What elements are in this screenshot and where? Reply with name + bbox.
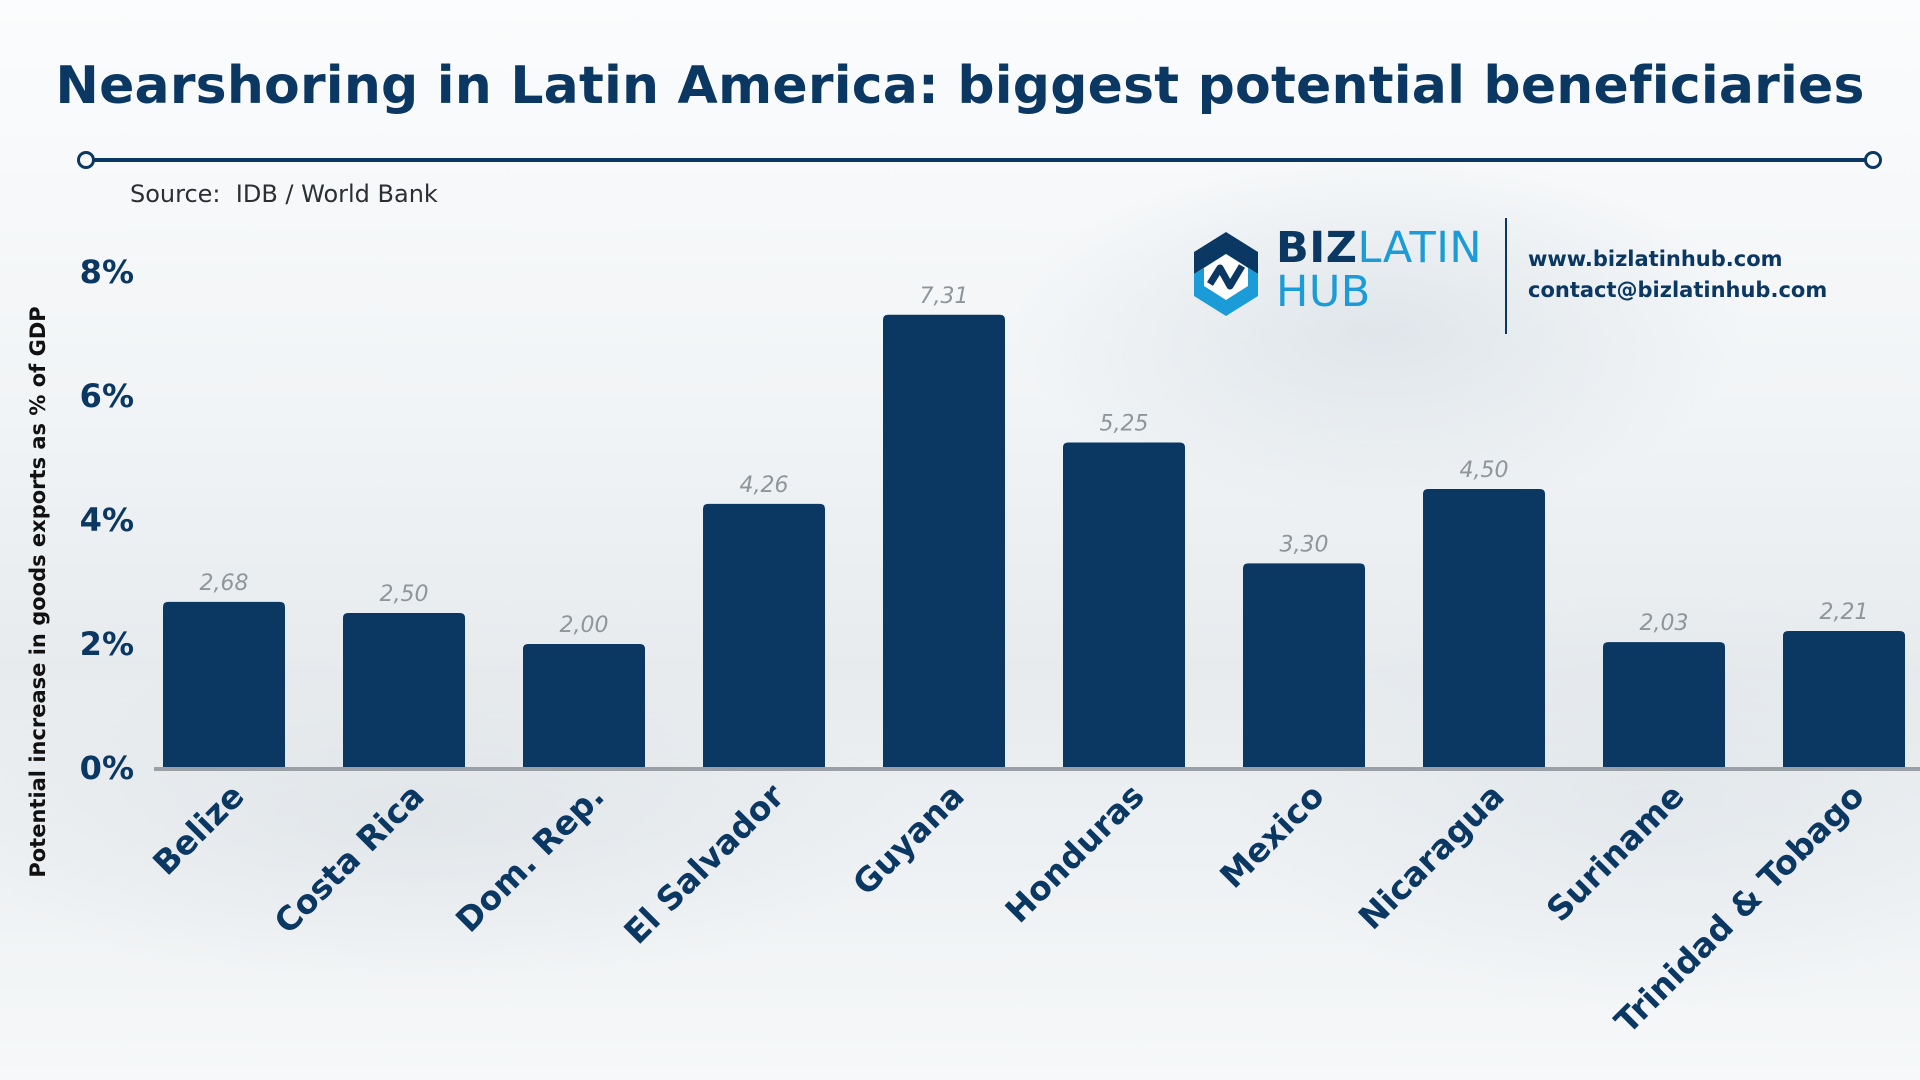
brand-part-latin: LATIN <box>1357 223 1483 273</box>
x-axis-line <box>154 767 1920 771</box>
value-label-9: 2,21 <box>1820 600 1869 625</box>
divider-start-dot <box>77 151 95 169</box>
title-divider <box>84 158 1872 162</box>
bar-6 <box>1243 563 1365 768</box>
website-link[interactable]: www.bizlatinhub.com <box>1528 247 1783 271</box>
value-label-5: 5,25 <box>1100 412 1149 437</box>
category-label-2: Dom. Rep. <box>448 776 612 940</box>
y-tick-label-3: 6% <box>80 377 134 415</box>
brand-divider <box>1505 218 1507 334</box>
value-label-6: 3,30 <box>1280 532 1329 557</box>
category-label-0: Belize <box>145 776 252 883</box>
category-label-3: El Salvador <box>616 776 792 952</box>
y-tick-label-4: 8% <box>80 253 134 291</box>
page-title: Nearshoring in Latin America: biggest po… <box>55 56 1865 116</box>
category-label-5: Honduras <box>997 776 1151 930</box>
value-label-3: 4,26 <box>740 473 789 498</box>
category-label-4: Guyana <box>845 776 972 903</box>
bar-3 <box>703 503 825 768</box>
category-label-1: Costa Rica <box>266 776 431 941</box>
value-label-7: 4,50 <box>1460 458 1509 483</box>
brand-part-hub: HUB <box>1276 267 1371 317</box>
bar-0 <box>163 601 285 768</box>
brand-part-biz: BIZ <box>1276 223 1358 273</box>
bar-8 <box>1603 642 1725 768</box>
brand-wordmark: BIZLATIN HUB <box>1276 226 1482 314</box>
value-label-8: 2,03 <box>1640 611 1689 636</box>
category-label-8: Suriname <box>1539 776 1692 929</box>
bar-2 <box>523 644 645 768</box>
value-label-4: 7,31 <box>920 284 969 309</box>
biz-latin-hub-logo-icon <box>1194 232 1258 316</box>
divider-end-dot <box>1864 151 1882 169</box>
source-note: Source: IDB / World Bank <box>130 180 438 208</box>
value-label-1: 2,50 <box>380 582 429 607</box>
y-tick-label-2: 4% <box>80 501 134 539</box>
category-label-7: Nicaragua <box>1351 776 1512 937</box>
y-tick-label-0: 0% <box>80 749 134 787</box>
value-label-2: 2,00 <box>560 613 609 638</box>
y-tick-label-1: 2% <box>80 625 134 663</box>
bar-1 <box>343 613 465 768</box>
bar-7 <box>1423 489 1545 768</box>
value-label-0: 2,68 <box>200 571 249 596</box>
bar-5 <box>1063 442 1185 768</box>
contact-block: www.bizlatinhub.com contact@bizlatinhub.… <box>1528 244 1827 306</box>
bar-4 <box>883 314 1005 768</box>
category-label-6: Mexico <box>1212 776 1332 896</box>
bar-9 <box>1783 630 1905 768</box>
email-link[interactable]: contact@bizlatinhub.com <box>1528 278 1828 302</box>
